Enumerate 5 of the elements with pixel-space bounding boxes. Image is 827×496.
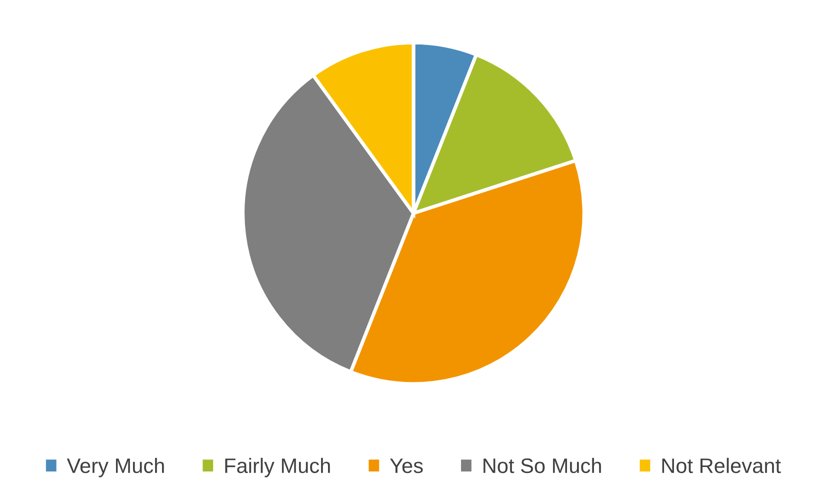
legend-label: Not So Much — [484, 458, 601, 474]
legend-label: Fairly Much — [225, 458, 330, 478]
legend-label: Not Relevant — [662, 458, 781, 474]
legend-label: Very Much — [66, 458, 164, 478]
legend-label: Yes — [390, 458, 423, 474]
